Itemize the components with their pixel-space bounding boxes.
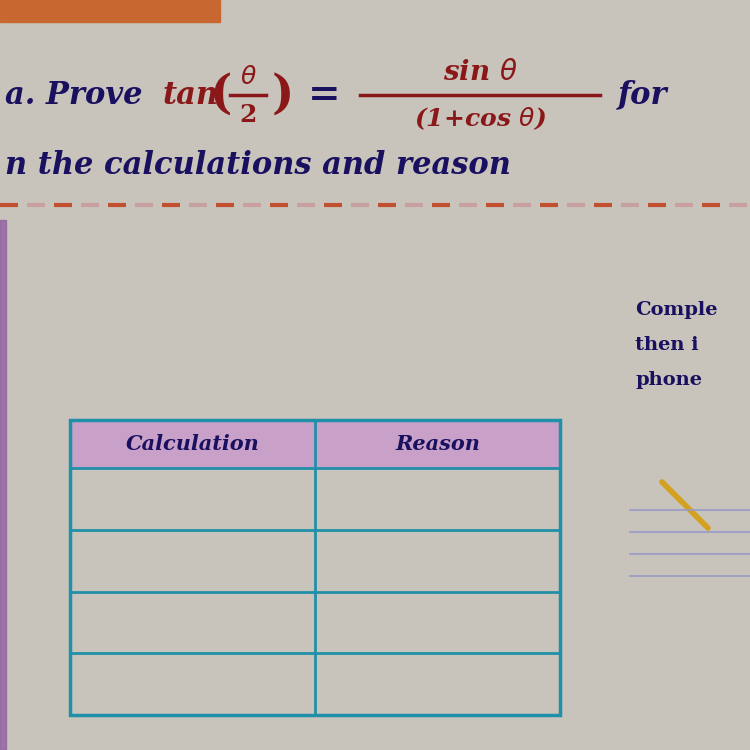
- Bar: [70, 420, 560, 468]
- Text: =: =: [308, 76, 340, 114]
- Text: n the calculations and reason: n the calculations and reason: [5, 149, 511, 181]
- Bar: [0, 220, 6, 750]
- Text: a. Prove: a. Prove: [5, 80, 153, 110]
- Bar: [70, 468, 560, 530]
- Bar: [70, 653, 560, 715]
- Text: Calculation: Calculation: [125, 434, 260, 454]
- Text: for: for: [618, 80, 668, 110]
- Text: $\theta$: $\theta$: [239, 65, 256, 89]
- Text: sin $\theta$: sin $\theta$: [442, 59, 518, 86]
- Bar: [70, 592, 560, 653]
- Text: phone: phone: [635, 371, 702, 389]
- Text: tan: tan: [163, 80, 219, 110]
- Text: ): ): [272, 72, 294, 118]
- Text: Reason: Reason: [395, 434, 480, 454]
- Text: then i: then i: [635, 336, 699, 354]
- Bar: [70, 530, 560, 592]
- Text: 2: 2: [239, 103, 256, 127]
- Text: Comple: Comple: [635, 301, 718, 319]
- Text: (1+cos $\theta$): (1+cos $\theta$): [414, 106, 546, 132]
- Bar: [0, 0, 220, 22]
- Text: (: (: [210, 72, 232, 118]
